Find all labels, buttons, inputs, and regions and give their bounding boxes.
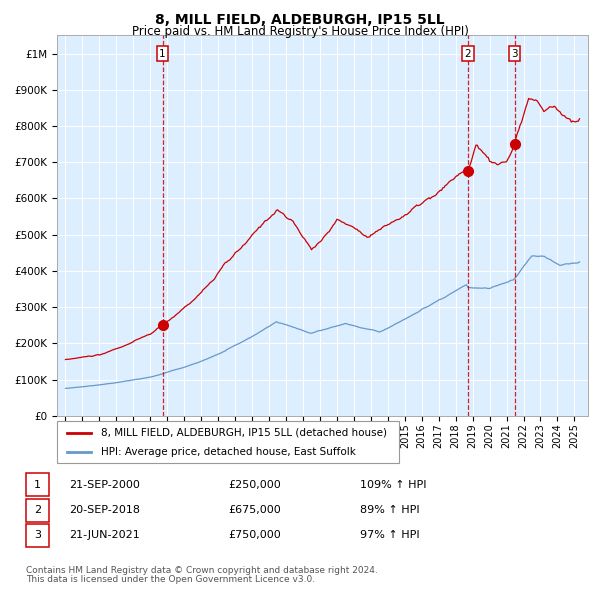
Text: 21-SEP-2000: 21-SEP-2000 [69,480,140,490]
Text: 3: 3 [511,49,518,59]
Text: 8, MILL FIELD, ALDEBURGH, IP15 5LL (detached house): 8, MILL FIELD, ALDEBURGH, IP15 5LL (deta… [101,428,388,438]
Text: 8, MILL FIELD, ALDEBURGH, IP15 5LL: 8, MILL FIELD, ALDEBURGH, IP15 5LL [155,13,445,27]
Text: £750,000: £750,000 [228,530,281,540]
Text: £675,000: £675,000 [228,505,281,515]
Text: Contains HM Land Registry data © Crown copyright and database right 2024.: Contains HM Land Registry data © Crown c… [26,566,377,575]
Text: 3: 3 [34,530,41,540]
Text: 2: 2 [464,49,471,59]
Text: 2: 2 [34,505,41,515]
Text: This data is licensed under the Open Government Licence v3.0.: This data is licensed under the Open Gov… [26,575,315,584]
Text: Price paid vs. HM Land Registry's House Price Index (HPI): Price paid vs. HM Land Registry's House … [131,25,469,38]
Text: 1: 1 [34,480,41,490]
Text: £250,000: £250,000 [228,480,281,490]
Text: 20-SEP-2018: 20-SEP-2018 [69,505,140,515]
Text: 21-JUN-2021: 21-JUN-2021 [69,530,140,540]
Text: 109% ↑ HPI: 109% ↑ HPI [360,480,427,490]
Text: 1: 1 [159,49,166,59]
Text: 97% ↑ HPI: 97% ↑ HPI [360,530,419,540]
Text: 89% ↑ HPI: 89% ↑ HPI [360,505,419,515]
Text: HPI: Average price, detached house, East Suffolk: HPI: Average price, detached house, East… [101,447,356,457]
